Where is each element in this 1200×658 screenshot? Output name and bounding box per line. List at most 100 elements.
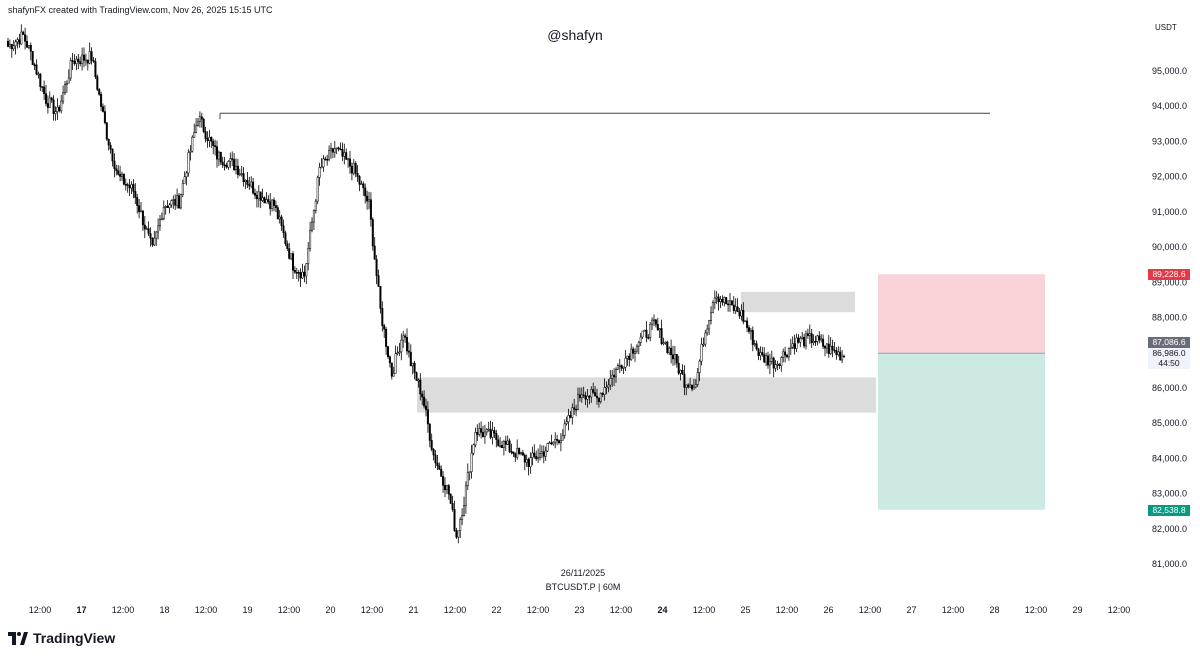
candle [679, 369, 682, 381]
candle-body [212, 140, 215, 146]
candle-body [20, 31, 23, 45]
candle [672, 345, 674, 366]
candle [151, 237, 154, 247]
candle [227, 160, 230, 170]
candle [647, 334, 650, 340]
candle [512, 451, 515, 457]
candle-body [197, 121, 199, 126]
candle-body [457, 530, 460, 538]
candle-body [349, 158, 351, 167]
candle-body [795, 337, 798, 349]
candle [383, 323, 386, 339]
candle-body [489, 428, 492, 438]
candle [58, 105, 61, 113]
candle [575, 404, 578, 417]
candle-body [508, 440, 511, 452]
candle-body [666, 341, 669, 353]
candle [297, 269, 300, 282]
candle [687, 383, 690, 389]
candle-body [273, 199, 275, 206]
candle-body [328, 149, 331, 160]
x-tick-label: 12:00 [29, 605, 52, 615]
candle [744, 320, 747, 323]
candle [132, 179, 135, 199]
candle-body [841, 355, 844, 361]
bar-countdown-tag: 44:50 [1148, 358, 1190, 369]
candle [818, 331, 821, 344]
candle-body [732, 304, 735, 311]
candle-body [835, 350, 838, 356]
candle [561, 429, 564, 441]
candle [250, 176, 253, 189]
candle-body [641, 330, 644, 338]
candle [791, 336, 794, 350]
candle [520, 451, 522, 456]
candle-body [702, 343, 705, 346]
candle-body [282, 225, 285, 234]
candle [335, 147, 338, 155]
candle-body [84, 59, 87, 62]
candle [88, 42, 91, 65]
candle [736, 298, 739, 313]
candle [772, 356, 775, 378]
candle-body [430, 440, 433, 450]
candle [50, 96, 53, 103]
candle [415, 371, 418, 381]
candle [385, 327, 388, 355]
x-tick-label: 29 [1072, 605, 1082, 615]
candle [240, 165, 243, 177]
candle-body [806, 333, 809, 336]
candle [641, 330, 644, 339]
candle [238, 168, 241, 177]
candle-body [174, 199, 177, 206]
candle [368, 191, 370, 210]
candle [639, 333, 642, 346]
candle [33, 62, 36, 71]
candle [426, 401, 429, 433]
x-tick-label: 12:00 [278, 605, 301, 615]
candle-body [109, 144, 112, 150]
candle [558, 439, 560, 445]
candle [630, 343, 633, 361]
candle [582, 386, 585, 399]
candle-body [675, 354, 678, 364]
candle-body [288, 248, 291, 259]
candle [763, 347, 766, 364]
candle [544, 446, 547, 462]
candle-body [136, 197, 139, 206]
candle-body [379, 286, 382, 309]
candle-body [463, 505, 465, 516]
candle-body [103, 111, 106, 123]
candle [658, 327, 661, 338]
candle-body [797, 337, 800, 343]
candle [628, 353, 631, 367]
candle-body [603, 387, 606, 395]
candle [801, 331, 804, 340]
candle [102, 103, 104, 113]
candle-body [683, 373, 686, 388]
tradingview-logo[interactable]: TradingView [8, 630, 115, 646]
candle [56, 98, 59, 120]
candle-body [656, 324, 659, 331]
candle-body [586, 395, 589, 400]
candle [677, 355, 680, 376]
candle [748, 325, 750, 334]
candle [567, 408, 570, 431]
candle [419, 373, 422, 401]
candle [407, 342, 410, 358]
candle-body [567, 415, 570, 423]
candle-body [616, 365, 619, 370]
candle-body [767, 355, 769, 366]
candle [795, 333, 798, 352]
candle [12, 40, 15, 52]
candle-body [776, 363, 779, 366]
candle-body [831, 345, 834, 351]
candle [438, 462, 441, 471]
candle-body [35, 64, 38, 75]
candle [789, 338, 792, 355]
candle [189, 145, 192, 161]
candle [159, 215, 161, 231]
candle [111, 148, 114, 167]
candle [586, 388, 589, 408]
